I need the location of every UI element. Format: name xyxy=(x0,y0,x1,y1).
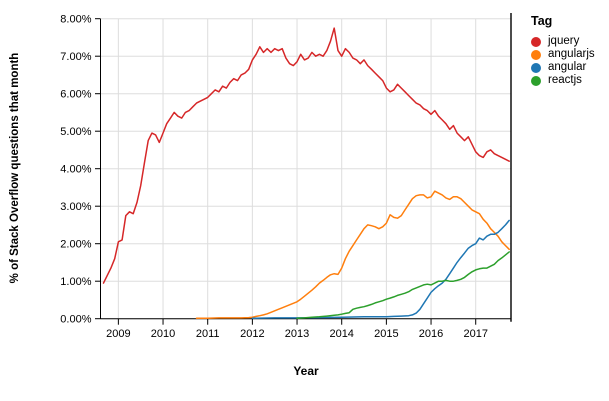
legend-title: Tag xyxy=(531,14,553,28)
series xyxy=(102,27,510,320)
legend-item-angularjs: angularjs xyxy=(531,48,595,60)
y-tick-label: 3.00% xyxy=(60,201,91,213)
legend-item-jquery: jquery xyxy=(531,35,595,47)
y-tick-label: 5.00% xyxy=(60,126,91,138)
series-line-angular xyxy=(251,219,510,320)
x-tick-label: 2013 xyxy=(285,328,309,340)
x-tick-label: 2011 xyxy=(196,328,220,340)
y-axis-title: % of Stack Overflow questions that month xyxy=(9,52,21,284)
x-tick-label: 2009 xyxy=(106,328,130,340)
y-tick-label: 6.00% xyxy=(60,88,91,100)
y-tick-label: 8.00% xyxy=(60,13,91,25)
legend-item-label: angularjs xyxy=(548,48,595,60)
legend-swatch-angular xyxy=(531,62,541,73)
legend: Tag jquery angularjs angular reactjs xyxy=(531,14,595,88)
legend-swatch-jquery xyxy=(531,36,541,47)
legend-item-label: jquery xyxy=(548,35,580,47)
axes: 0.00% 1.00% 2.00% 3.00% 4.00% 5.00% 6.00% 7.00%… xyxy=(60,13,512,340)
legend-item-label: angular xyxy=(548,61,587,73)
y-tick-label: 1.00% xyxy=(60,276,91,288)
series-line-reactjs xyxy=(296,251,510,320)
series-line-angularjs xyxy=(195,190,510,320)
legend-items: jquery angularjs angular reactjs xyxy=(531,35,595,86)
legend-swatch-angularjs xyxy=(531,49,541,60)
x-tick-label: 2012 xyxy=(240,328,264,340)
x-tick-label: 2016 xyxy=(419,328,443,340)
legend-item-reactjs: reactjs xyxy=(531,74,595,86)
x-tick-label: 2017 xyxy=(463,328,487,340)
x-tick-label: 2015 xyxy=(374,328,398,340)
legend-swatch-reactjs xyxy=(531,75,541,86)
x-axis-title: Year xyxy=(293,364,319,378)
y-tick-label: 7.00% xyxy=(60,51,91,63)
y-tick-label: 2.00% xyxy=(60,238,91,250)
legend-item-label: reactjs xyxy=(548,74,582,86)
series-line-jquery xyxy=(102,27,510,284)
y-tick-label: 0.00% xyxy=(60,313,91,325)
x-tick-label: 2010 xyxy=(151,328,175,340)
legend-item-angular: angular xyxy=(531,61,595,73)
x-tick-label: 2014 xyxy=(329,328,353,340)
y-tick-label: 4.00% xyxy=(60,163,91,175)
gridlines xyxy=(100,18,511,320)
